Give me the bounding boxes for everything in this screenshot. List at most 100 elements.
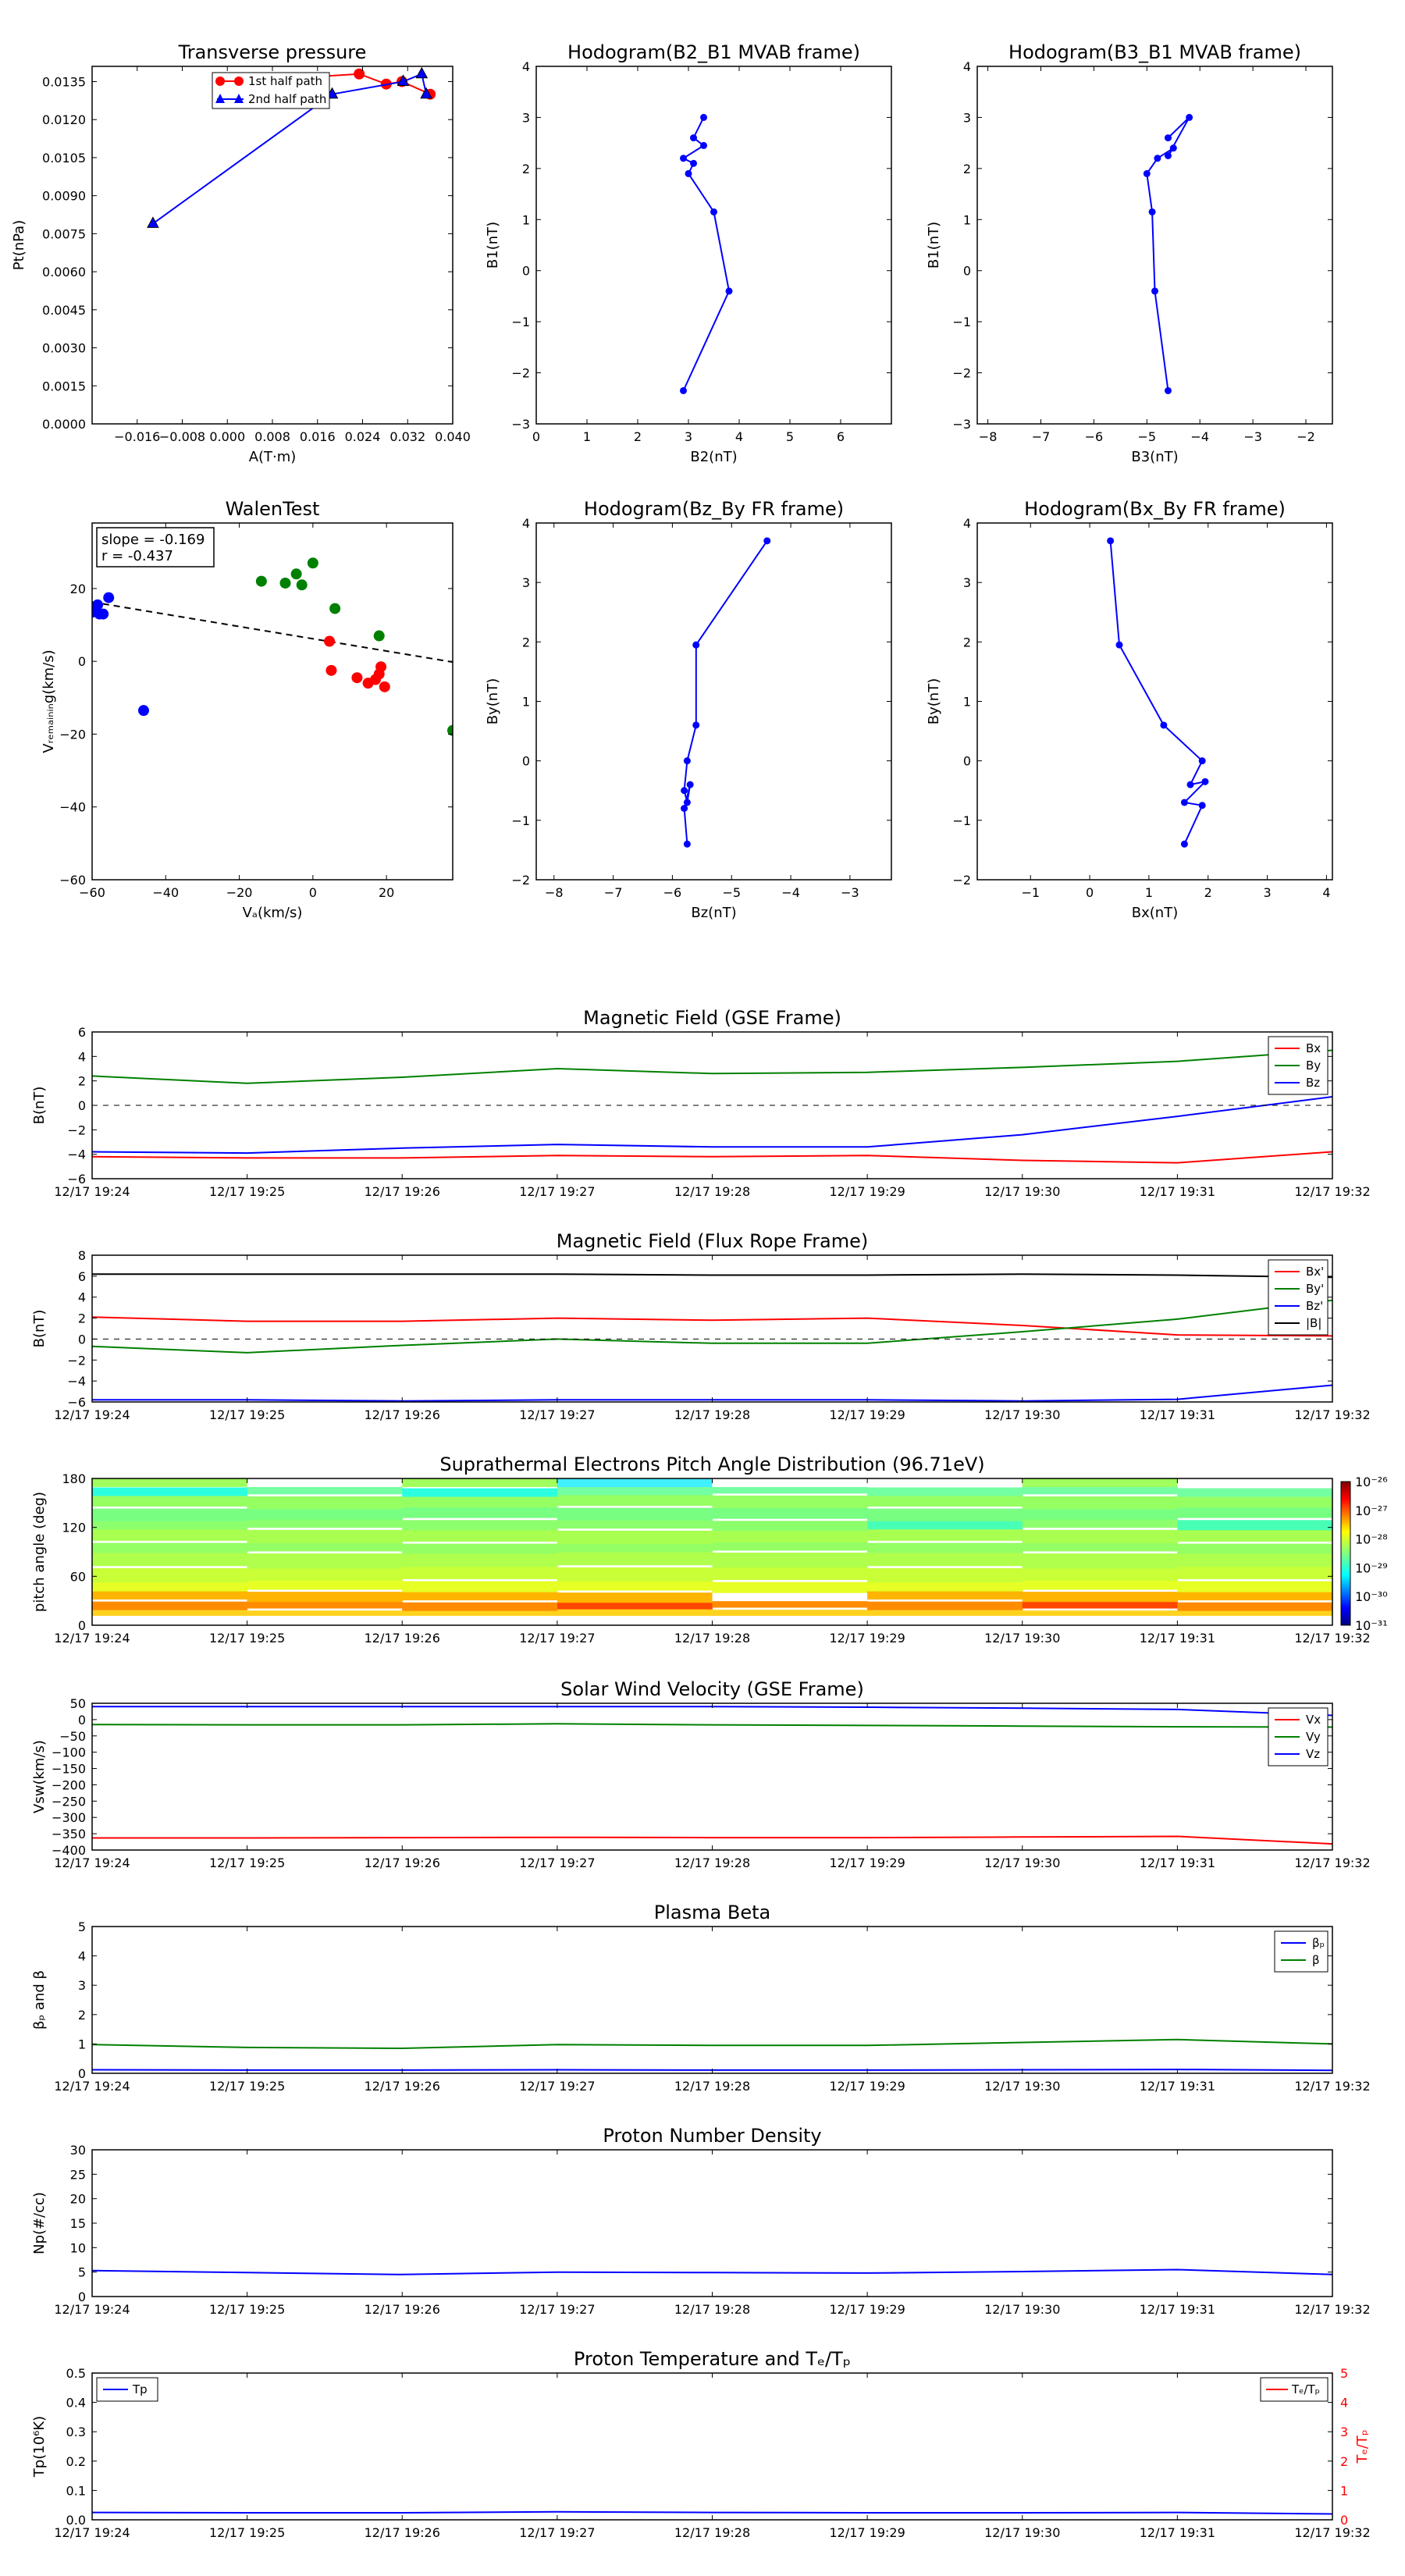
pitch-cell [92, 1580, 248, 1592]
pitch-xtick-label: 12/17 19:25 [209, 1631, 285, 1646]
density-xtick-label: 12/17 19:27 [519, 2302, 595, 2317]
pitch-cell [247, 1529, 403, 1544]
mag-fr-xtick-label: 12/17 19:31 [1140, 1407, 1215, 1422]
temp-ytick2-label: 3 [1340, 2425, 1348, 2439]
density-xtick-label: 12/17 19:31 [1140, 2302, 1215, 2317]
pitch-cell [712, 1528, 868, 1542]
pitch-cell [1177, 1609, 1332, 1616]
mag-gse-title: Magnetic Field (GSE Frame) [583, 1007, 841, 1029]
hodo-b3b1-point [1164, 134, 1172, 142]
legend-label: By' [1306, 1282, 1324, 1296]
density-xtick-label: 12/17 19:30 [984, 2302, 1060, 2317]
transverse-pressure-ytick-label: 0.0090 [42, 189, 86, 204]
walen-point-blue [92, 599, 104, 610]
hodo-b2b1-point [690, 134, 697, 142]
mag-fr-panel: Magnetic Field (Flux Rope Frame) 12/17 19… [31, 1230, 1371, 1422]
temp-xtick-label: 12/17 19:25 [209, 2525, 285, 2540]
walen-test-xtick-label: 0 [309, 885, 317, 900]
pitch-cell [867, 1550, 1023, 1567]
beta-legend: βₚ β [1274, 1930, 1329, 1973]
hodo-b3b1-ytick-label: −3 [952, 417, 971, 432]
temp-xtick-label: 12/17 19:26 [365, 2525, 440, 2540]
mag-fr-series-By [92, 1299, 1332, 1354]
hodo-b2b1-point [710, 208, 717, 215]
hodo-b2b1-xtick-label: 6 [837, 429, 845, 444]
pitch-cell [402, 1581, 558, 1592]
hodo-b2b1-ylabel: B1(nT) [485, 222, 501, 269]
hodo-bzby-ytick-label: 4 [522, 516, 530, 531]
hodo-bzby-point [692, 721, 700, 729]
density-xtick-label: 12/17 19:26 [365, 2302, 440, 2317]
temp-ytick-label: 0.5 [66, 2366, 86, 2381]
pitch-cell [1022, 1599, 1178, 1609]
pitch-cell [712, 1599, 868, 1608]
pitch-xtick-label: 12/17 19:30 [984, 1631, 1060, 1646]
walen-point-red [325, 664, 337, 676]
mag-fr-xtick-label: 12/17 19:25 [209, 1407, 285, 1422]
density-frame [91, 2149, 1333, 2297]
pitch-cell [557, 1579, 713, 1591]
density-xtick-label: 12/17 19:24 [54, 2302, 130, 2317]
pitch-cell [867, 1487, 1023, 1496]
pitch-cell [557, 1530, 713, 1545]
mag-fr-ytick-label: 0 [78, 1332, 86, 1347]
walen-test-ytick-label: 20 [70, 582, 86, 596]
hodo-b3b1-point [1151, 287, 1158, 295]
legend-label: Bx' [1306, 1265, 1324, 1279]
vsw-ytick-label: −400 [52, 1843, 86, 1858]
mag-fr-xtick-label: 12/17 19:26 [365, 1407, 440, 1422]
pitch-cell [1022, 1541, 1178, 1552]
legend-label: Vz [1306, 1747, 1320, 1761]
walen-point-green [296, 579, 308, 591]
hodo-bzby-ytick-label: −1 [511, 813, 530, 828]
temp-ytick-label: 0.4 [66, 2396, 86, 2411]
second-half-path-marker [397, 74, 410, 86]
beta-ytick-label: 2 [78, 2008, 86, 2023]
mag-gse-ytick-label: 0 [78, 1098, 86, 1113]
pitch-cell [712, 1540, 868, 1551]
hodo-b3b1-point [1164, 386, 1172, 394]
density-xtick-label: 12/17 19:29 [829, 2302, 905, 2317]
hodo-bzby-point [692, 641, 700, 649]
vsw-ytick-label: −50 [59, 1729, 86, 1744]
beta-title: Plasma Beta [654, 1902, 770, 1923]
hodo-b2b1-ytick-label: −3 [511, 417, 530, 432]
transverse-pressure-xtick-label: 0.032 [389, 429, 425, 444]
hodo-b3b1-xtick-label: −8 [979, 429, 998, 444]
second-half-path-marker [415, 66, 429, 79]
pitch-colorbar: 10⁻²⁶ 10⁻²⁷ 10⁻²⁸ 10⁻²⁹ 10⁻³⁰ 10⁻³¹ [1340, 1475, 1388, 1633]
legend-label: βₚ [1312, 1936, 1325, 1950]
pitch-xtick-label: 12/17 19:24 [54, 1631, 130, 1646]
pitch-cell [402, 1609, 558, 1616]
density-xtick-label: 12/17 19:28 [674, 2302, 750, 2317]
legend-box [212, 72, 330, 109]
pitch-cell [402, 1552, 558, 1567]
transverse-pressure-ylabel: Pt(nPa) [11, 220, 27, 270]
hodo-bxby-point [1107, 537, 1115, 545]
mag-gse-xtick-label: 12/17 19:27 [519, 1184, 595, 1199]
pitch-cell [867, 1608, 1023, 1616]
walen-test-ytick-label: −40 [59, 800, 86, 815]
beta-ylabel: βₚ and β [31, 1970, 48, 2030]
beta-frame [91, 1926, 1333, 2074]
mag-fr-frame [91, 1254, 1333, 1403]
walen-point-blue [103, 592, 115, 603]
pitch-cell [247, 1485, 403, 1495]
pitch-cell [1177, 1494, 1332, 1508]
pitch-cell [247, 1478, 403, 1487]
pitch-cell [247, 1566, 403, 1582]
vsw-series-Vy [92, 1723, 1332, 1728]
pitch-heatmap [92, 1478, 1332, 1625]
pitch-cell [1022, 1592, 1178, 1603]
mag-gse-xtick-label: 12/17 19:31 [1140, 1184, 1215, 1199]
hodo-b2b1-xtick-label: 0 [532, 429, 540, 444]
vsw-ytick-label: −300 [52, 1810, 86, 1825]
pitch-cell [557, 1567, 713, 1582]
pitch-cell [867, 1519, 1023, 1530]
walen-test-ylabel: Vᵣₑₘₐᵢₙᵢₙg(km/s) [41, 649, 57, 753]
hodo-b2b1-ytick-label: −1 [511, 315, 530, 329]
pitch-cell [92, 1542, 248, 1553]
beta-xtick-label: 12/17 19:27 [519, 2079, 595, 2094]
pitch-cell [557, 1518, 713, 1529]
mag-fr-ytick-label: −2 [67, 1353, 86, 1368]
